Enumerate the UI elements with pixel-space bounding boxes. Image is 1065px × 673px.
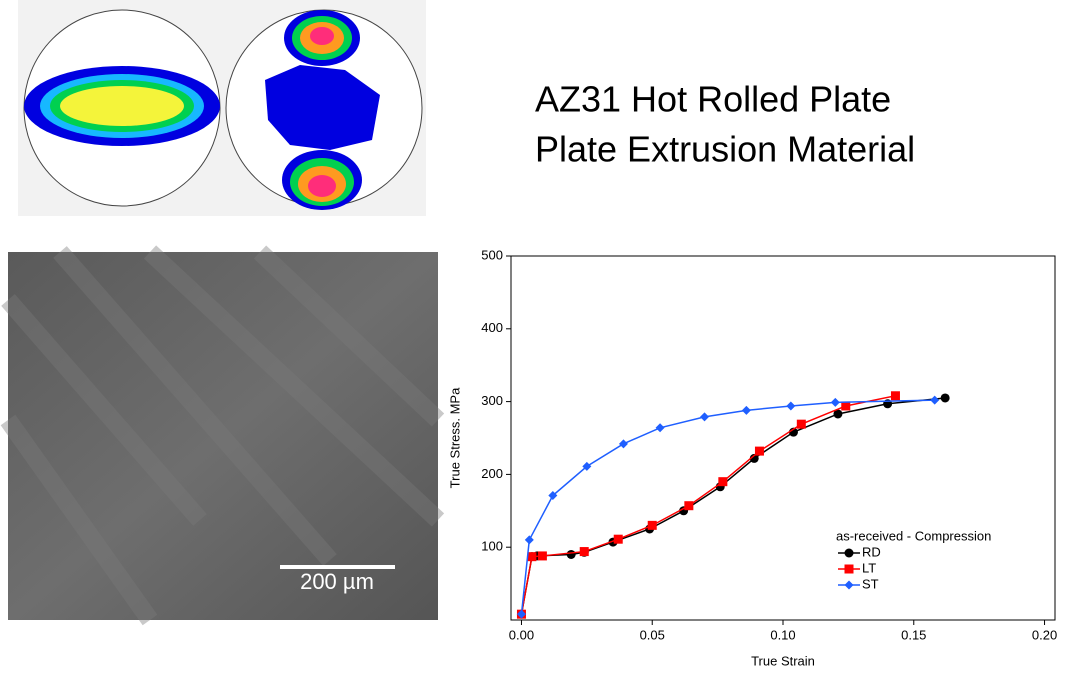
data-point bbox=[647, 520, 657, 530]
x-tick-label: 0.15 bbox=[901, 627, 926, 642]
plot-frame bbox=[510, 255, 1056, 621]
data-point bbox=[527, 552, 537, 562]
data-point bbox=[796, 419, 806, 429]
data-point bbox=[684, 501, 694, 511]
legend-label: ST bbox=[862, 576, 879, 591]
scale-label: 200 µm bbox=[300, 569, 374, 594]
data-point bbox=[579, 547, 589, 557]
legend-label: RD bbox=[862, 544, 881, 559]
x-tick-label: 0.05 bbox=[640, 627, 665, 642]
title-line-1: AZ31 Hot Rolled Plate bbox=[535, 79, 891, 120]
data-point bbox=[890, 391, 900, 401]
series-line bbox=[520, 397, 946, 615]
x-tick-label: 0.20 bbox=[1032, 627, 1057, 642]
x-axis-label: True Strain bbox=[751, 653, 815, 668]
data-point bbox=[524, 535, 534, 545]
data-point bbox=[833, 409, 843, 419]
y-tick-label: 300 bbox=[481, 393, 503, 408]
y-tick-label: 100 bbox=[481, 539, 503, 554]
x-tick-label: 0.00 bbox=[509, 627, 534, 642]
legend-marker bbox=[844, 548, 854, 558]
data-point bbox=[718, 477, 728, 487]
data-point bbox=[655, 423, 665, 433]
data-point bbox=[749, 453, 759, 463]
legend-title: as-received - Compression bbox=[836, 528, 991, 543]
data-point bbox=[566, 549, 576, 559]
x-tick-label: 0.10 bbox=[770, 627, 795, 642]
data-point bbox=[940, 393, 950, 403]
data-point bbox=[754, 446, 764, 456]
pole-figures bbox=[18, 0, 426, 216]
title-line-2: Plate Extrusion Material bbox=[535, 129, 915, 170]
y-tick-label: 500 bbox=[481, 247, 503, 262]
data-point bbox=[700, 412, 710, 422]
chart: True Strain True Stress. MPa as-received… bbox=[447, 247, 1057, 668]
y-tick-label: 200 bbox=[481, 466, 503, 481]
data-point bbox=[582, 461, 592, 471]
data-point bbox=[841, 401, 851, 411]
data-point bbox=[786, 401, 796, 411]
data-point bbox=[537, 551, 547, 561]
micrograph: 200 µm bbox=[0, 245, 445, 626]
data-point bbox=[618, 439, 628, 449]
legend-label: LT bbox=[862, 560, 876, 575]
data-point bbox=[741, 405, 751, 415]
data-point bbox=[548, 491, 558, 501]
legend-marker bbox=[844, 564, 854, 574]
data-point bbox=[930, 395, 940, 405]
data-point bbox=[516, 609, 526, 619]
data-point bbox=[830, 397, 840, 407]
data-point bbox=[613, 534, 623, 544]
y-tick-label: 400 bbox=[481, 320, 503, 335]
series-line bbox=[520, 395, 896, 615]
legend-marker bbox=[844, 580, 854, 590]
y-axis-label: True Stress. MPa bbox=[447, 387, 462, 488]
